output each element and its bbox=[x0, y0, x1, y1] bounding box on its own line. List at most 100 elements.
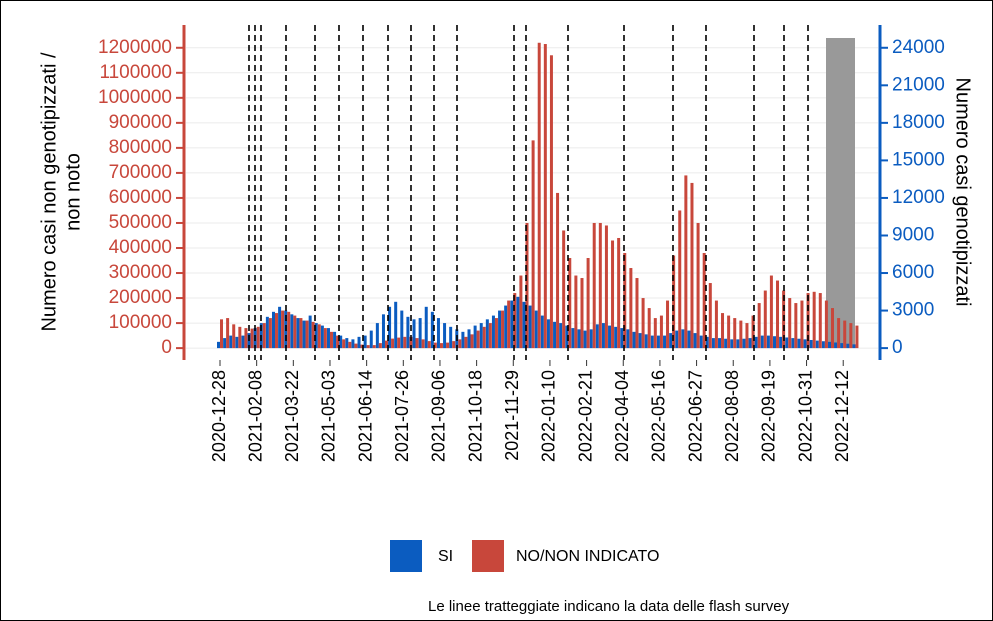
bar bbox=[274, 313, 278, 349]
x-tick-label: 2022-04-04 bbox=[612, 370, 632, 462]
bar bbox=[375, 323, 379, 349]
bar bbox=[788, 298, 792, 349]
y2-tick-label: 18000 bbox=[892, 112, 945, 133]
bar bbox=[843, 320, 847, 349]
bar bbox=[794, 303, 798, 349]
y-tick-label: 800000 bbox=[109, 137, 172, 158]
bar bbox=[329, 331, 333, 349]
y-tick-label: 500000 bbox=[109, 212, 172, 233]
bar bbox=[320, 325, 324, 349]
bar bbox=[305, 320, 309, 349]
bar bbox=[348, 341, 352, 349]
bar bbox=[342, 339, 346, 349]
bar bbox=[439, 343, 443, 349]
x-tick-label: 2021-03-22 bbox=[282, 370, 302, 462]
bar bbox=[562, 230, 566, 349]
y-axis-title: non noto bbox=[62, 153, 84, 231]
bar bbox=[333, 331, 337, 349]
bar bbox=[711, 338, 715, 349]
bar bbox=[727, 315, 731, 349]
bar bbox=[546, 319, 550, 349]
bar bbox=[317, 324, 321, 349]
bar bbox=[797, 338, 801, 349]
bar bbox=[611, 240, 615, 349]
bar bbox=[498, 310, 502, 349]
bar bbox=[803, 339, 807, 349]
bar bbox=[577, 329, 581, 349]
bar bbox=[449, 326, 453, 349]
bar bbox=[534, 310, 538, 349]
bar bbox=[540, 315, 544, 349]
bar bbox=[568, 258, 572, 349]
bar bbox=[388, 306, 392, 349]
bar bbox=[268, 318, 272, 349]
bar bbox=[418, 318, 422, 349]
bar bbox=[430, 311, 434, 349]
bar bbox=[384, 340, 388, 349]
bar bbox=[357, 336, 361, 349]
y-tick-label: 200000 bbox=[109, 287, 172, 308]
bar bbox=[531, 140, 535, 349]
bar bbox=[635, 278, 639, 349]
bar bbox=[232, 324, 236, 349]
bar bbox=[549, 55, 553, 349]
bar bbox=[821, 341, 825, 349]
bar bbox=[314, 323, 318, 349]
x-tick-label: 2022-06-27 bbox=[685, 370, 705, 462]
bar bbox=[482, 326, 486, 349]
bar bbox=[464, 336, 468, 349]
bar bbox=[458, 339, 462, 349]
bar bbox=[681, 329, 685, 349]
bar bbox=[852, 344, 856, 349]
x-tick-label: 2021-05-03 bbox=[319, 370, 339, 462]
bar bbox=[287, 311, 291, 349]
bar bbox=[433, 342, 437, 349]
bar bbox=[412, 319, 416, 349]
x-tick-label: 2022-05-16 bbox=[649, 370, 669, 462]
bar bbox=[659, 315, 663, 349]
bar bbox=[262, 323, 266, 349]
bar bbox=[235, 336, 239, 349]
y-tick-label: 0 bbox=[161, 337, 172, 358]
bar bbox=[724, 338, 728, 349]
y-tick-label: 600000 bbox=[109, 187, 172, 208]
bar bbox=[323, 328, 327, 349]
bar bbox=[684, 175, 688, 349]
bar bbox=[687, 330, 691, 349]
y-tick-label: 1100000 bbox=[99, 62, 172, 83]
bar bbox=[586, 258, 590, 349]
bar bbox=[739, 320, 743, 349]
bar bbox=[834, 342, 838, 349]
y2-tick-label: 9000 bbox=[892, 225, 934, 246]
bar bbox=[714, 300, 718, 349]
legend-swatch bbox=[472, 540, 504, 572]
bar bbox=[403, 336, 407, 349]
y2-tick-label: 15000 bbox=[892, 149, 945, 170]
shaded-period bbox=[826, 38, 855, 348]
bar bbox=[363, 335, 367, 349]
bar bbox=[217, 341, 220, 349]
x-tick-label: 2021-11-29 bbox=[502, 370, 522, 461]
bar bbox=[467, 329, 471, 349]
bar bbox=[849, 323, 853, 349]
bar bbox=[528, 305, 532, 349]
flash-survey-lines bbox=[248, 25, 809, 360]
x-tick-label: 2021-06-14 bbox=[355, 370, 375, 462]
bar bbox=[733, 318, 737, 349]
bar bbox=[522, 301, 526, 349]
bar bbox=[773, 336, 777, 349]
bar bbox=[699, 335, 703, 349]
bar bbox=[308, 315, 312, 349]
bar bbox=[663, 335, 667, 349]
bar bbox=[501, 310, 505, 349]
bar bbox=[742, 338, 746, 349]
bar bbox=[812, 291, 816, 349]
x-tick-label: 2022-08-08 bbox=[722, 370, 742, 462]
bar bbox=[488, 323, 492, 349]
x-tick-label: 2021-09-06 bbox=[429, 370, 449, 462]
bar bbox=[589, 329, 593, 349]
bar bbox=[391, 338, 395, 349]
bar bbox=[693, 333, 697, 349]
bar bbox=[736, 339, 740, 349]
